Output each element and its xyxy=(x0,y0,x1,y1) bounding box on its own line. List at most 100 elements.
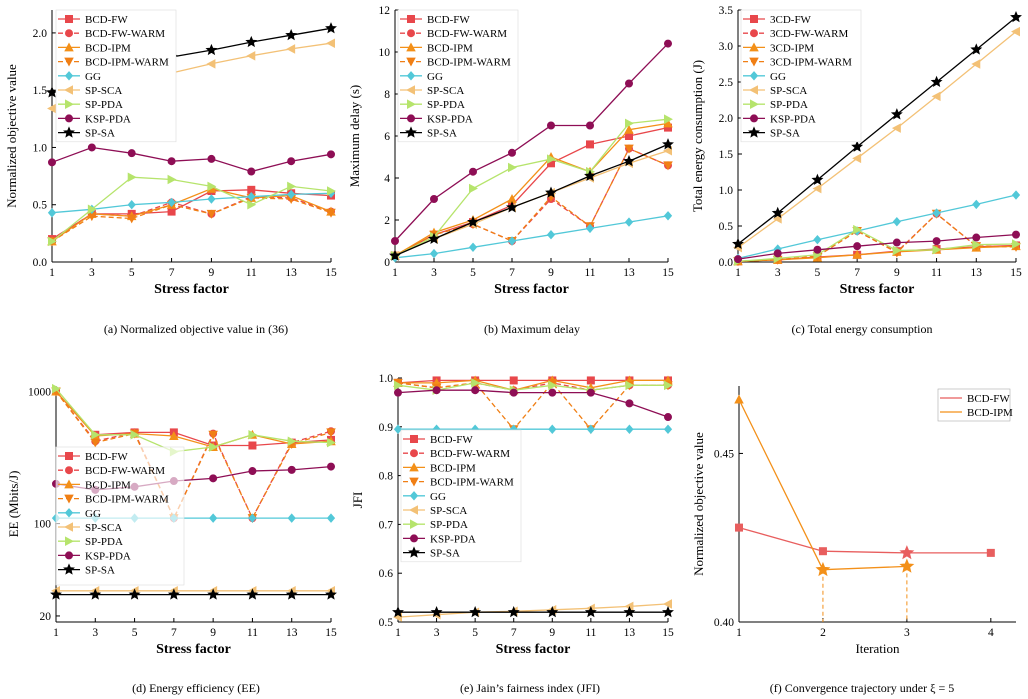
data-point xyxy=(127,172,137,183)
data-point xyxy=(546,605,559,618)
data-point xyxy=(625,380,635,391)
y-tick-label: 0.6 xyxy=(379,568,394,580)
legend-label: BCD-IPM xyxy=(430,462,476,474)
legend-marker xyxy=(64,85,73,95)
data-point xyxy=(48,236,57,247)
y-axis-label: JFI xyxy=(350,492,365,509)
legend-label: 3CD-FW-WARM xyxy=(770,28,848,40)
data-point xyxy=(326,150,335,159)
data-point xyxy=(48,158,57,167)
data-point xyxy=(167,588,180,600)
data-point xyxy=(664,380,673,391)
data-point xyxy=(167,197,176,208)
data-point xyxy=(248,467,257,476)
data-point-star xyxy=(899,545,915,560)
series-line xyxy=(398,379,668,391)
series-gg xyxy=(733,190,1021,264)
data-point xyxy=(663,145,672,156)
legend-marker xyxy=(749,57,759,67)
legend-marker xyxy=(750,99,759,109)
series-line xyxy=(738,526,991,554)
data-point xyxy=(586,424,595,434)
y-tick-label: 8 xyxy=(384,89,390,101)
legend: BCD-FW BCD-FW-WARM BCD-IPM BCD-IPM-WARM GG SP… xyxy=(55,446,185,586)
data-point xyxy=(326,208,336,218)
data-point xyxy=(471,386,480,395)
data-point xyxy=(287,513,296,523)
legend-marker xyxy=(406,99,416,109)
series-sp-sa xyxy=(50,588,337,600)
data-point xyxy=(932,244,942,255)
data-point xyxy=(207,154,216,163)
data-point xyxy=(664,114,673,124)
legend: BCD-FW BCD-FW-WARM BCD-IPM BCD-IPM-WARM GG SP… xyxy=(397,9,519,143)
series-line xyxy=(55,391,332,520)
x-tick-label: 15 xyxy=(325,627,337,639)
y-tick-label: 1.0 xyxy=(379,373,394,385)
data-point xyxy=(931,91,941,102)
series-sp-sa xyxy=(389,138,674,261)
legend-label: BCD-IPM xyxy=(85,42,131,54)
series-line xyxy=(394,143,669,257)
data-point xyxy=(209,513,218,523)
legend-marker xyxy=(409,519,419,529)
legend-marker xyxy=(406,57,416,67)
legend-marker xyxy=(409,505,419,515)
y-tick-label: 0.45 xyxy=(714,448,734,460)
data-point xyxy=(663,118,673,128)
legend-marker xyxy=(65,29,74,38)
legend-label: KSP-PDA xyxy=(427,113,473,125)
series-line xyxy=(394,215,669,259)
x-tick-label: 4 xyxy=(988,627,994,639)
data-point xyxy=(812,183,822,194)
data-point xyxy=(393,424,403,434)
legend-label: SP-PDA xyxy=(427,99,465,111)
legend-label: KSP-PDA xyxy=(85,550,131,562)
data-point xyxy=(586,388,595,397)
legend: BCD-FW BCD-FW-WARM BCD-IPM BCD-IPM-WARM GG SP… xyxy=(400,429,522,563)
y-tick-label: 0.8 xyxy=(379,471,394,483)
data-point xyxy=(584,605,597,618)
legend-box xyxy=(937,388,1011,422)
data-point xyxy=(245,35,258,48)
data-point xyxy=(664,39,673,48)
x-tick-label: 13 xyxy=(285,267,297,279)
legend-label: BCD-IPM xyxy=(967,407,1013,419)
data-point xyxy=(584,169,596,181)
legend-marker xyxy=(749,71,759,81)
legend-marker xyxy=(64,508,74,518)
data-point xyxy=(509,376,518,385)
legend-label: BCD-FW-WARM xyxy=(85,28,165,40)
data-point xyxy=(735,523,744,532)
data-point xyxy=(506,201,518,213)
data-point xyxy=(325,588,337,600)
y-tick-label: 1.0 xyxy=(719,185,734,197)
x-tick-label: 7 xyxy=(854,267,860,279)
x-tick-label: 3 xyxy=(92,627,98,639)
data-point xyxy=(326,186,336,196)
x-tick-label: 7 xyxy=(171,627,177,639)
y-tick-label: 0.7 xyxy=(379,519,394,531)
x-tick-label: 11 xyxy=(246,267,257,279)
y-tick-label: 1.0 xyxy=(33,142,48,154)
data-point xyxy=(50,588,62,600)
legend-marker xyxy=(748,126,760,138)
x-tick-label: 9 xyxy=(549,627,555,639)
caption-b: (b) Maximum delay xyxy=(484,322,580,336)
data-point xyxy=(325,22,337,34)
data-point xyxy=(851,140,864,152)
series-sp-sa xyxy=(732,10,1022,250)
data-point xyxy=(91,430,101,440)
legend-marker xyxy=(64,479,74,489)
x-tick-label: 1 xyxy=(392,267,398,279)
legend: BCD-FW BCD-IPM xyxy=(937,388,1013,422)
legend-label: SP-SA xyxy=(85,128,115,140)
legend-marker xyxy=(408,546,420,558)
y-tick-label: 20 xyxy=(40,611,52,623)
data-point xyxy=(546,229,556,240)
legend-label: SP-SA xyxy=(770,128,800,140)
legend-marker xyxy=(65,99,74,109)
legend-marker xyxy=(64,494,74,504)
